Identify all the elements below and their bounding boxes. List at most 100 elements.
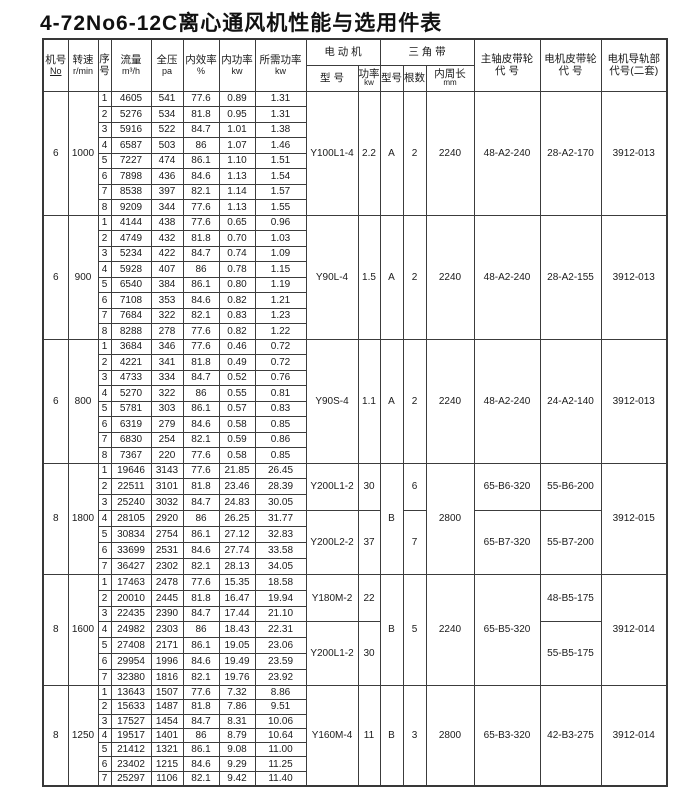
cell-efficiency: 84.7: [182, 121, 220, 138]
cell-efficiency: 86.1: [182, 276, 220, 293]
cell-required-power: 0.81: [254, 385, 307, 402]
cell-efficiency: 77.6: [182, 338, 220, 355]
cell-belt-model: B: [379, 462, 404, 575]
col-motor-power: 功率 kw: [357, 64, 381, 92]
cell-efficiency: 84.7: [182, 605, 220, 623]
cell-motor-pulley: 48-B5-175: [539, 573, 602, 623]
cell-motor-power: 1.1: [357, 338, 381, 464]
cell-efficiency: 86: [182, 137, 220, 154]
cell-flow: 5781: [110, 400, 152, 417]
cell-power: 18.43: [218, 621, 256, 639]
cell-required-power: 11.25: [254, 756, 307, 772]
table-row: 7 8538 397 82.1 1.14 1.57: [43, 183, 667, 200]
cell-efficiency: 82.1: [182, 431, 220, 448]
cell-speed: 900: [67, 214, 99, 340]
cell-efficiency: 77.6: [182, 462, 220, 480]
cell-pressure: 334: [150, 369, 184, 386]
col-group-belt: 三 角 带: [379, 38, 475, 66]
cell-flow: 5928: [110, 261, 152, 278]
cell-efficiency: 82.1: [182, 307, 220, 324]
cell-main-pulley: 48-A2-240: [473, 90, 541, 216]
cell-speed: 1000: [67, 90, 99, 216]
cell-belt-count: 5: [402, 573, 427, 686]
cell-seq: 5: [97, 742, 112, 758]
col-main-pulley: 主轴皮带轮 代 号: [473, 38, 541, 92]
cell-motor-pulley: 42-B3-275: [539, 684, 602, 787]
cell-seq: 1: [97, 338, 112, 355]
cell-flow: 4221: [110, 354, 152, 371]
cell-belt-length: 2240: [425, 338, 475, 464]
table-row: 8 1600 1 17463 2478 77.6 15.35 18.58 Y180M-2 22 B 5…: [42, 573, 668, 686]
cell-pressure: 303: [150, 400, 184, 417]
cell-efficiency: 86: [182, 621, 220, 639]
cell-power: 7.86: [218, 699, 256, 715]
cell-flow: 22511: [110, 478, 152, 496]
cell-speed: 1800: [67, 462, 99, 575]
cell-power: 9.08: [218, 742, 256, 758]
cell-power: 7.32: [218, 684, 256, 701]
cell-seq: 3: [97, 245, 112, 262]
cell-seq: 1: [97, 684, 112, 701]
cell-flow: 20010: [110, 589, 152, 607]
cell-flow: 7367: [110, 447, 152, 464]
cell-power: 1.14: [218, 183, 256, 200]
cell-power: 0.52: [218, 369, 256, 386]
cell-seq: 3: [97, 605, 112, 623]
cell-flow: 25297: [110, 770, 152, 787]
table-row: 4 6587 503 86 1.07 1.46: [43, 137, 667, 154]
cell-efficiency: 84.6: [182, 541, 220, 559]
cell-seq: 2: [97, 230, 112, 247]
cell-speed: 800: [67, 338, 99, 464]
cell-belt-model: A: [379, 338, 404, 464]
cell-required-power: 1.21: [254, 292, 307, 309]
cell-efficiency: 77.6: [182, 573, 220, 591]
cell-machine-no: 8: [42, 573, 69, 686]
cell-motor-model: Y90S-4: [305, 338, 359, 464]
cell-required-power: 0.76: [254, 369, 307, 386]
cell-rail-code: 3912-014: [600, 684, 668, 787]
cell-pressure: 474: [150, 152, 184, 169]
cell-belt-length: 2800: [425, 684, 475, 787]
table-row: 7 32380 1816 82.1 19.76 23.92: [43, 669, 667, 686]
cell-motor-power: 30: [357, 462, 381, 512]
cell-pressure: 397: [150, 183, 184, 200]
cell-seq: 8: [97, 199, 112, 216]
cell-seq: 2: [97, 106, 112, 123]
table-row: 3 4733 334 84.7 0.52 0.76: [43, 369, 667, 386]
col-pressure: 全压 pa: [150, 38, 184, 92]
cell-flow: 30834: [110, 526, 152, 543]
cell-motor-model: Y200L1-2: [305, 621, 359, 686]
cell-flow: 5270: [110, 385, 152, 402]
cell-efficiency: 77.6: [182, 214, 220, 231]
cell-pressure: 341: [150, 354, 184, 371]
cell-power: 19.49: [218, 653, 256, 671]
table-row: 8 1800 1 19646 3143 77.6 21.85 26.45 Y200L1-2 30 B…: [42, 462, 668, 575]
cell-required-power: 1.54: [254, 168, 307, 185]
cell-belt-count: 3: [402, 684, 427, 787]
cell-power: 28.13: [218, 557, 256, 575]
cell-rail-code: 3912-013: [600, 214, 668, 340]
cell-power: 8.79: [218, 727, 256, 744]
cell-machine-no: 8: [42, 684, 69, 787]
cell-power: 9.29: [218, 756, 256, 772]
cell-motor-pulley: 24-A2-140: [539, 338, 602, 464]
cell-main-pulley: 65-B6-320: [473, 462, 541, 512]
cell-power: 0.80: [218, 276, 256, 293]
cell-flow: 7108: [110, 292, 152, 309]
cell-seq: 1: [97, 573, 112, 591]
cell-flow: 19646: [110, 462, 152, 480]
cell-pressure: 1487: [150, 699, 184, 715]
cell-motor-model: Y200L2-2: [305, 510, 359, 575]
cell-seq: 7: [97, 431, 112, 448]
table-row: 8 7367 220 77.6 0.58 0.85: [43, 447, 667, 464]
table-row: 5 5781 303 86.1 0.57 0.83: [43, 400, 667, 417]
cell-power: 1.13: [218, 199, 256, 216]
cell-flow: 17527: [110, 713, 152, 729]
cell-power: 19.76: [218, 669, 256, 686]
cell-pressure: 1996: [150, 653, 184, 671]
col-motor-model: 型 号: [305, 64, 359, 92]
cell-required-power: 1.23: [254, 307, 307, 324]
cell-required-power: 1.19: [254, 276, 307, 293]
table-row: 3 5916 522 84.7 1.01 1.38: [43, 121, 667, 138]
